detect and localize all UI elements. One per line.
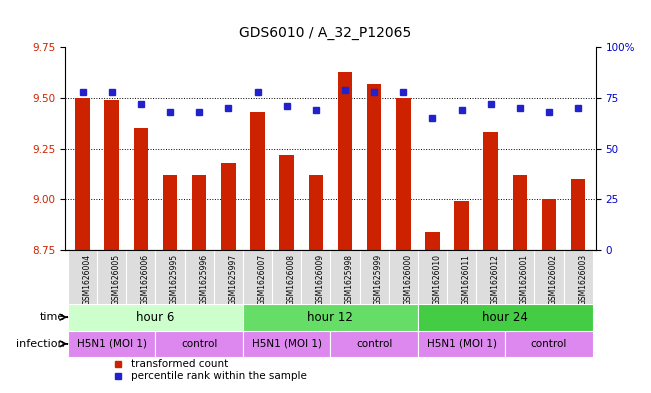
Bar [68,250,97,304]
Bar [505,250,534,304]
Bar [279,155,294,250]
Bar [512,175,527,250]
Bar [156,331,243,357]
Text: hour 6: hour 6 [136,311,174,324]
Bar [476,250,505,304]
Bar [484,132,498,250]
Text: GSM1626004: GSM1626004 [83,254,92,305]
Bar [221,163,236,250]
Bar [97,250,126,304]
Bar [367,84,381,250]
Bar [68,331,156,357]
Text: GSM1626000: GSM1626000 [403,254,412,305]
Text: GSM1626007: GSM1626007 [258,254,266,305]
Text: H5N1 (MOI 1): H5N1 (MOI 1) [77,339,146,349]
Text: GSM1625996: GSM1625996 [199,254,208,305]
Bar [418,304,593,331]
Text: GSM1626006: GSM1626006 [141,254,150,305]
Bar [418,250,447,304]
Text: GSM1626012: GSM1626012 [491,254,500,305]
Text: GDS6010 / A_32_P12065: GDS6010 / A_32_P12065 [240,26,411,40]
Text: GSM1626005: GSM1626005 [112,254,120,305]
Text: GSM1625999: GSM1625999 [374,254,383,305]
Text: control: control [531,339,567,349]
Bar [243,304,418,331]
Bar [192,175,206,250]
Text: H5N1 (MOI 1): H5N1 (MOI 1) [252,339,322,349]
Bar [163,175,177,250]
Bar [418,331,505,357]
Bar [250,112,265,250]
Text: time: time [39,312,64,322]
Text: percentile rank within the sample: percentile rank within the sample [132,371,307,381]
Bar [389,250,418,304]
Bar [309,175,323,250]
Text: GSM1625997: GSM1625997 [229,254,238,305]
Bar [571,179,585,250]
Bar [454,201,469,250]
Text: GSM1626008: GSM1626008 [286,254,296,305]
Text: GSM1626003: GSM1626003 [578,254,587,305]
Bar [396,98,411,250]
Bar [338,72,352,250]
Text: transformed count: transformed count [132,359,229,369]
Bar [126,250,156,304]
Bar [214,250,243,304]
Text: hour 12: hour 12 [307,311,353,324]
Text: GSM1626009: GSM1626009 [316,254,325,305]
Text: GSM1625998: GSM1625998 [345,254,354,305]
Text: control: control [356,339,393,349]
Bar [505,331,593,357]
Bar [330,250,359,304]
Text: infection: infection [16,339,64,349]
Bar [185,250,214,304]
Text: control: control [181,339,217,349]
Text: H5N1 (MOI 1): H5N1 (MOI 1) [426,339,497,349]
Bar [243,250,272,304]
Bar [564,250,593,304]
Text: GSM1626002: GSM1626002 [549,254,558,305]
Bar [76,98,90,250]
Text: hour 24: hour 24 [482,311,528,324]
Bar [330,331,418,357]
Bar [447,250,476,304]
Text: GSM1626011: GSM1626011 [462,254,471,305]
Text: GSM1626001: GSM1626001 [520,254,529,305]
Bar [359,250,389,304]
Bar [542,199,557,250]
Bar [425,232,439,250]
Text: GSM1625995: GSM1625995 [170,254,179,305]
Bar [272,250,301,304]
Text: GSM1626010: GSM1626010 [432,254,441,305]
Bar [243,331,331,357]
Bar [156,250,185,304]
Bar [534,250,564,304]
Bar [133,128,148,250]
Bar [68,304,243,331]
Bar [104,100,119,250]
Bar [301,250,330,304]
